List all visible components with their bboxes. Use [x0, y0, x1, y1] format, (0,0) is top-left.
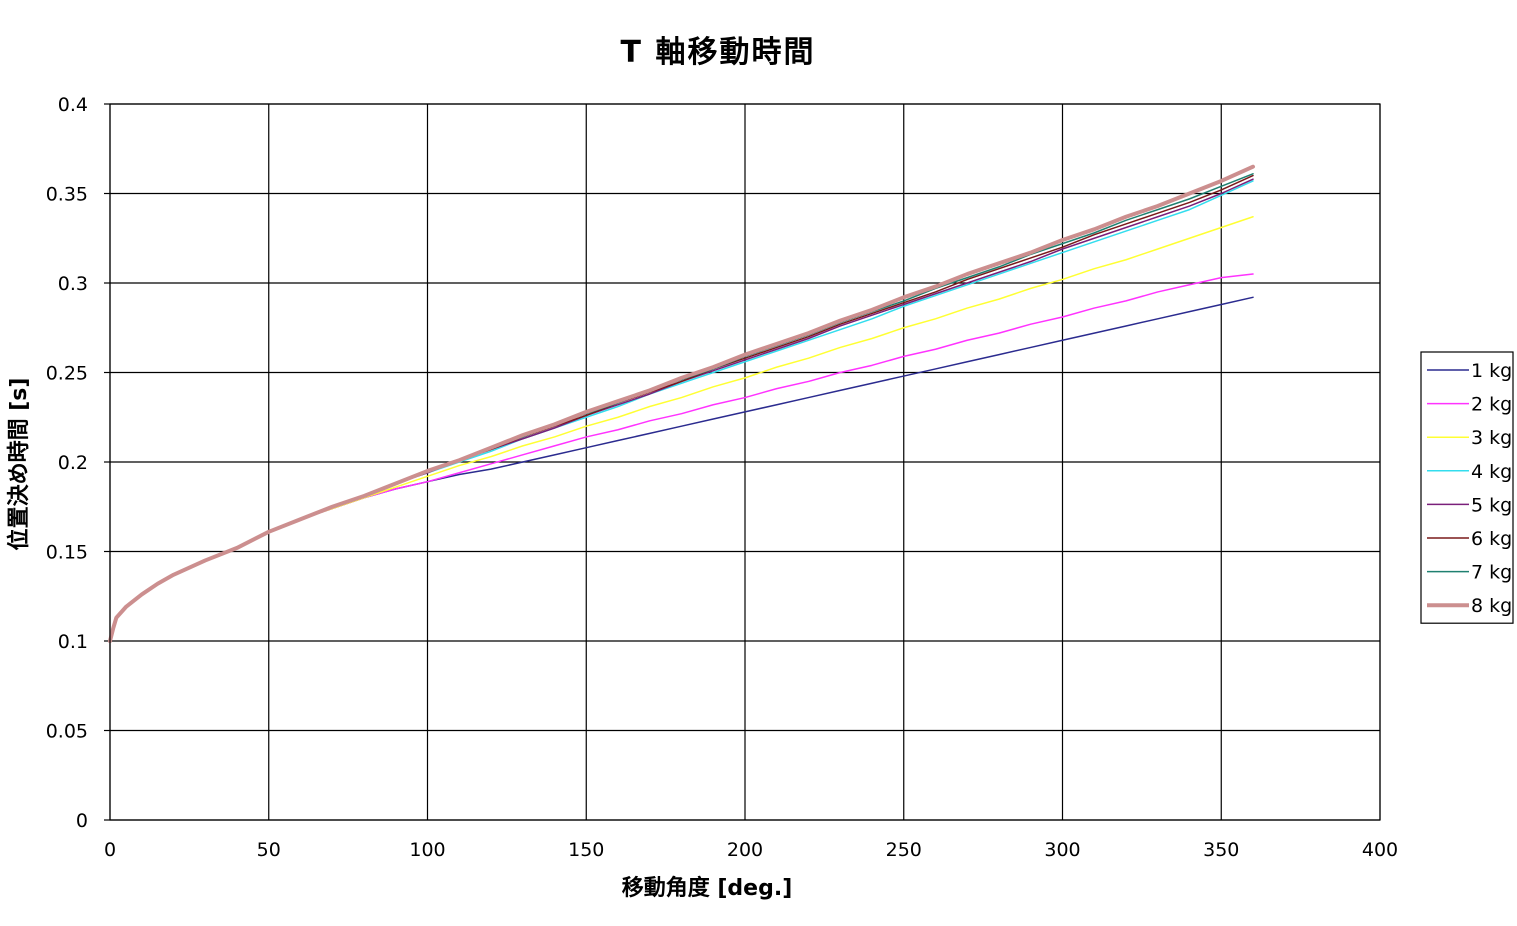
series-line-5 — [109, 178, 1254, 642]
legend-label: 8 kg — [1471, 595, 1512, 617]
legend-label: 7 kg — [1471, 562, 1512, 584]
y-tick-label: 0.4 — [58, 94, 88, 116]
legend-label: 2 kg — [1471, 394, 1512, 416]
series-line-4 — [109, 180, 1254, 642]
series-line-8 — [108, 164, 1255, 643]
series-line-2 — [109, 273, 1254, 642]
x-axis-title: 移動角度 [deg.] — [622, 875, 793, 901]
y-axis-title: 位置決め時間 [s] — [6, 378, 32, 551]
legend-box — [1420, 351, 1514, 624]
x-tick-label: 200 — [727, 839, 763, 861]
y-tick-label: 0.3 — [58, 273, 88, 295]
y-tick-label: 0.25 — [46, 363, 88, 385]
plot-area-frame — [109, 103, 1381, 821]
y-tick-label: 0.15 — [46, 542, 88, 564]
x-tick-label: 350 — [1203, 839, 1239, 861]
legend-label: 5 kg — [1471, 494, 1512, 516]
series-lines — [108, 164, 1255, 643]
x-tick-label: 150 — [568, 839, 604, 861]
legend-label: 3 kg — [1471, 427, 1512, 449]
legend-label: 4 kg — [1471, 461, 1512, 483]
x-tick-label: 300 — [1044, 839, 1080, 861]
y-tick-label: 0.05 — [46, 721, 88, 743]
y-tick-label: 0 — [76, 810, 88, 832]
y-tick-label: 0.2 — [58, 452, 88, 474]
x-tick-label: 0 — [104, 839, 116, 861]
y-tick-label: 0.1 — [58, 631, 88, 653]
legend: 1 kg 2 kg 3 kg 4 kg 5 kg 6 kg 7 kg 8 kg — [1420, 351, 1514, 624]
tick-labels: 0 50 100 150 200 250 300 350 400 0 0.05 0.1 0.15 0.2 0… — [46, 94, 1398, 861]
series-line-1 — [109, 296, 1254, 642]
y-tick-label: 0.35 — [46, 184, 88, 206]
legend-label: 1 kg — [1471, 360, 1512, 382]
x-tick-label: 250 — [886, 839, 922, 861]
x-tick-label: 50 — [257, 839, 281, 861]
chart-title: T 軸移動時間 — [621, 35, 816, 70]
series-line-7 — [109, 173, 1254, 642]
grid — [104, 103, 1381, 821]
x-tick-label: 400 — [1362, 839, 1398, 861]
series-line-3 — [109, 216, 1254, 642]
x-tick-label: 100 — [409, 839, 445, 861]
legend-label: 6 kg — [1471, 528, 1512, 550]
